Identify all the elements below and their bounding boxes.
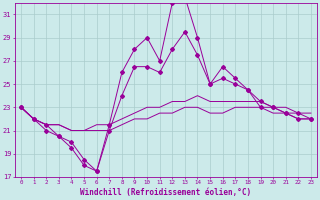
X-axis label: Windchill (Refroidissement éolien,°C): Windchill (Refroidissement éolien,°C) <box>80 188 252 197</box>
